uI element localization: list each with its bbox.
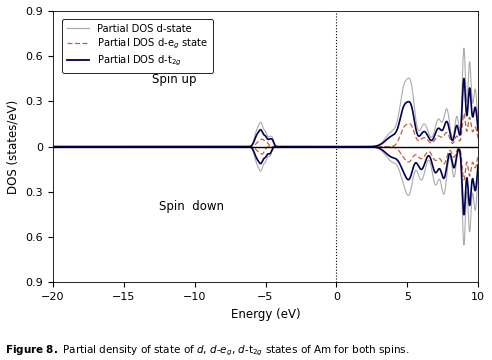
X-axis label: Energy (eV): Energy (eV) [231, 308, 300, 321]
Text: $\mathbf{Figure\ 8.}$ Partial density of state of $d$, $d$-$e_g$, $d$-$\mathrm{t: $\mathbf{Figure\ 8.}$ Partial density of… [5, 344, 409, 358]
Legend: Partial DOS d-state, Partial DOS d-e$_g$ state, Partial DOS d-t$_{2g}$: Partial DOS d-state, Partial DOS d-e$_g$… [62, 19, 213, 73]
Y-axis label: DOS (states/eV): DOS (states/eV) [7, 99, 20, 194]
Text: Spin  down: Spin down [159, 200, 224, 213]
Text: Spin up: Spin up [152, 73, 197, 86]
